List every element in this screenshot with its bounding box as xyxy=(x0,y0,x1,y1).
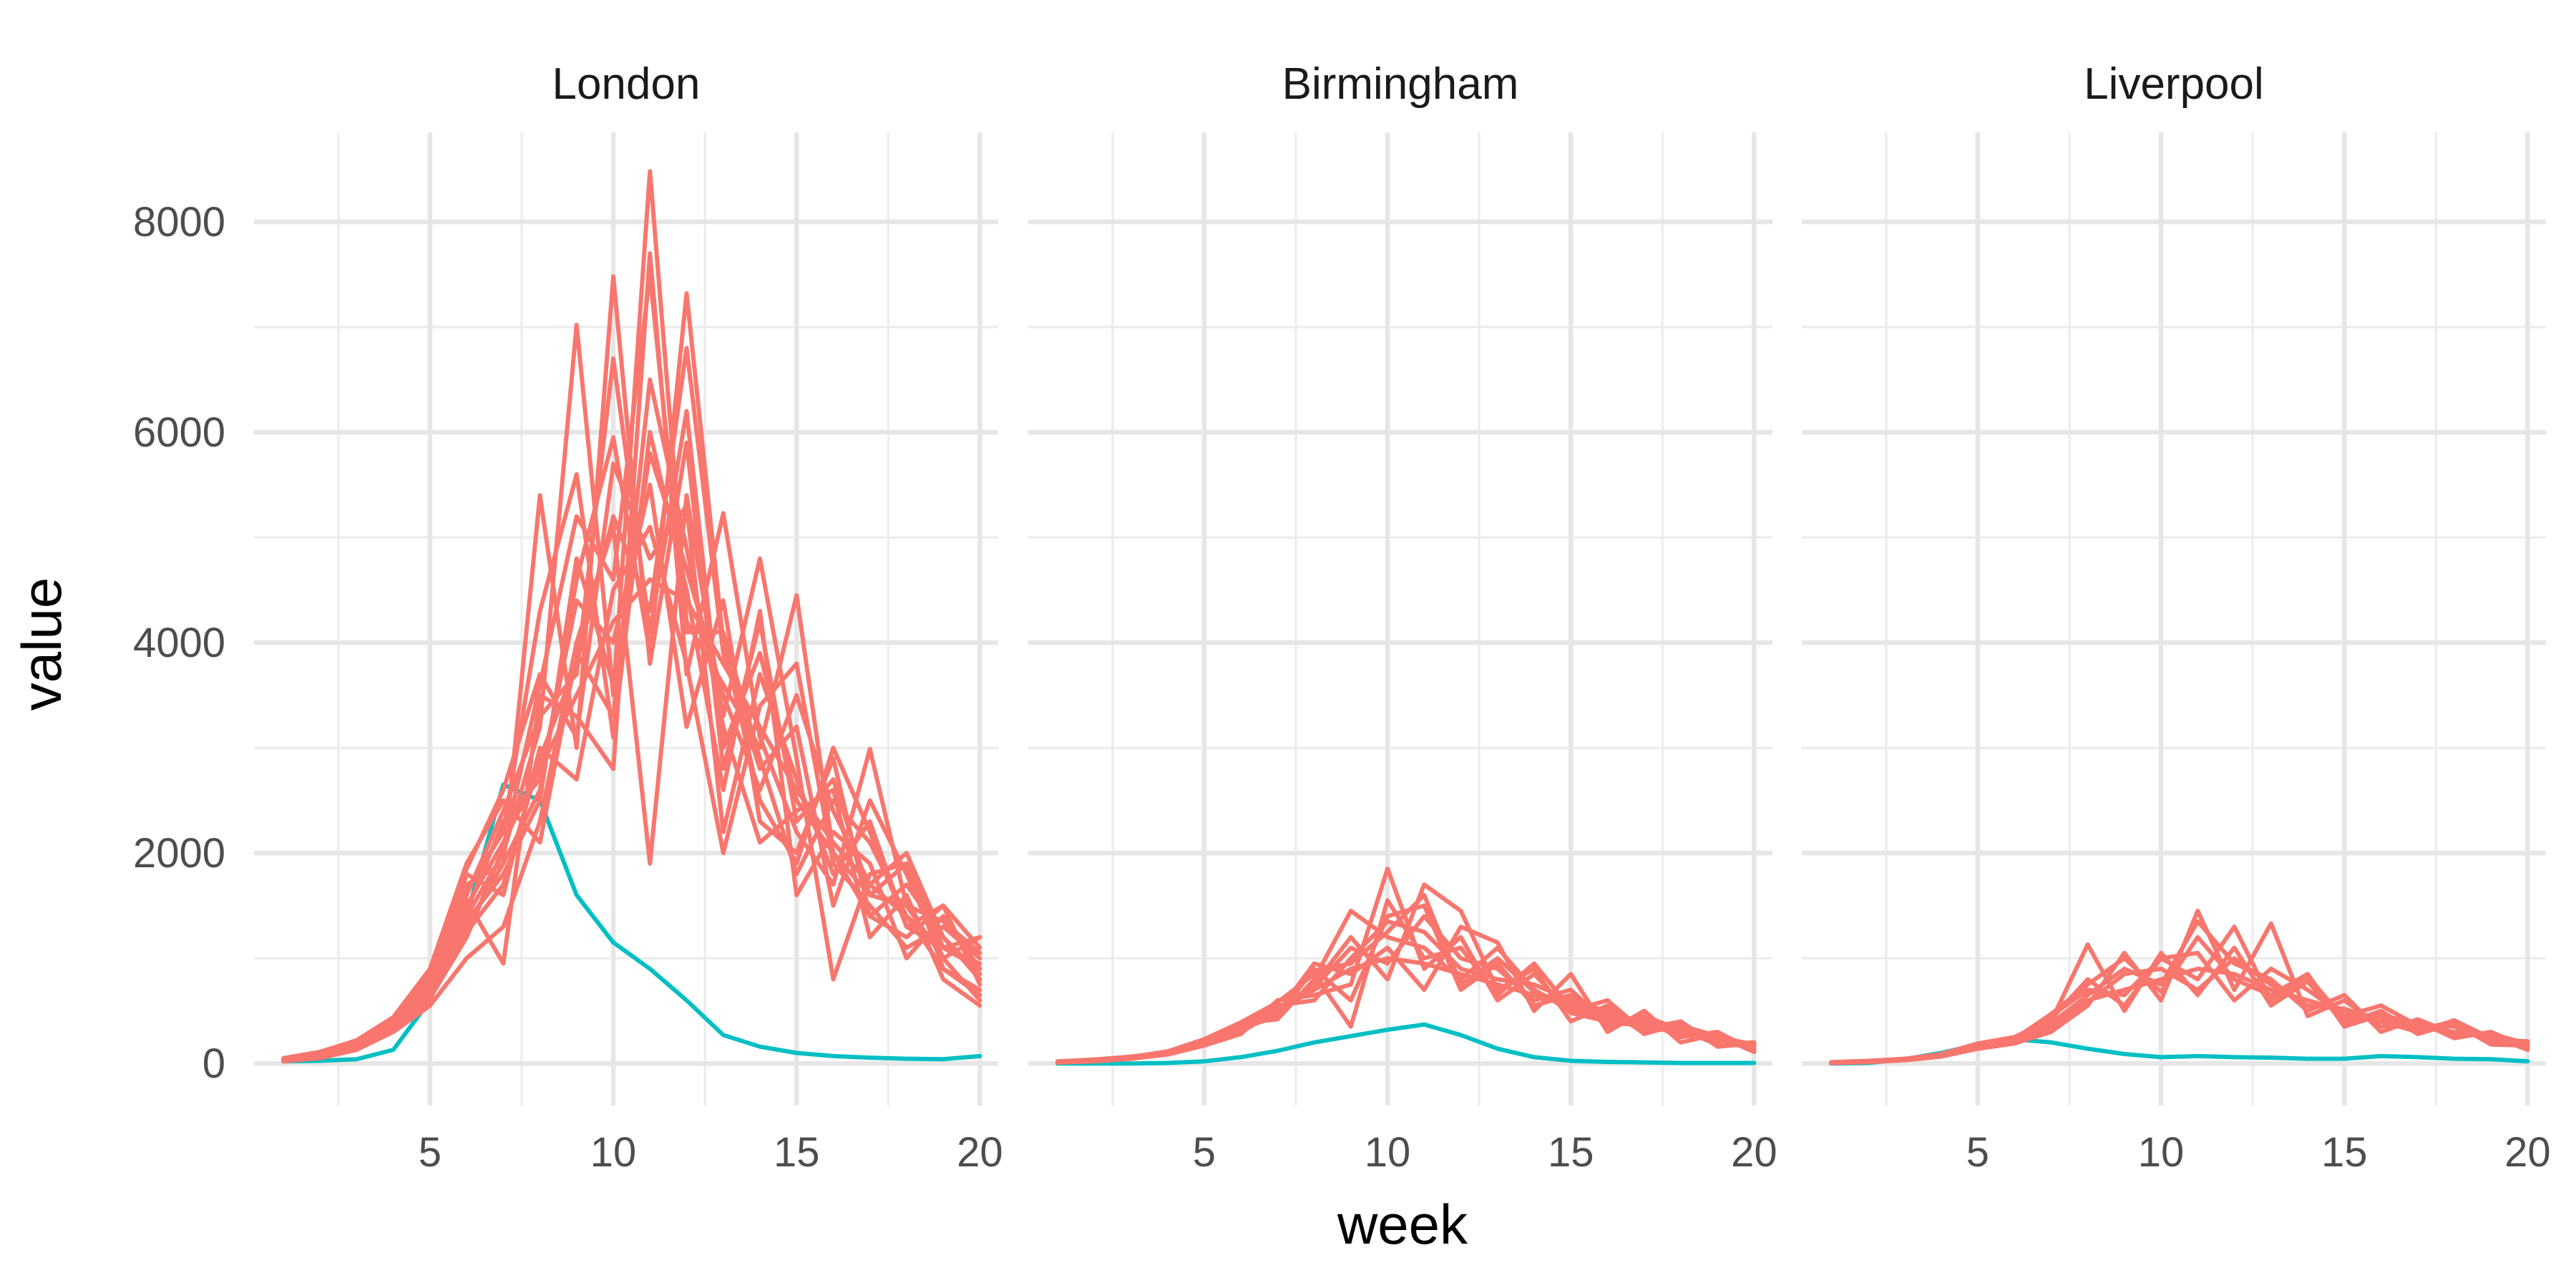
x-tick-label: 5 xyxy=(1193,1129,1216,1176)
simulation-series-line xyxy=(1829,935,2530,1065)
panel-birmingham: Birmingham 5 10 15 20 xyxy=(1028,59,1777,1176)
x-tick-label: 15 xyxy=(2321,1129,2368,1176)
panel-title: London xyxy=(552,59,701,109)
y-tick-label: 0 xyxy=(203,1040,225,1087)
observed-series-line xyxy=(1829,1037,2530,1066)
x-tick-label: 10 xyxy=(590,1129,637,1176)
y-tick-label: 6000 xyxy=(133,409,225,456)
simulation-series-line xyxy=(1829,909,2530,1065)
simulation-series-line xyxy=(1829,919,2530,1065)
simulation-series-line xyxy=(281,251,982,1061)
simulation-series-line xyxy=(281,577,982,1063)
x-tick-label: 15 xyxy=(774,1129,820,1176)
y-tick-label: 8000 xyxy=(133,199,225,245)
simulation-series-line xyxy=(281,377,982,1060)
x-tick-label: 5 xyxy=(419,1129,441,1176)
x-tick-label: 10 xyxy=(2138,1129,2185,1176)
x-axis-title: week xyxy=(1337,1193,1468,1256)
simulation-series-line xyxy=(1829,966,2530,1065)
x-tick-label: 10 xyxy=(1365,1129,1411,1176)
x-tick-label: 5 xyxy=(1966,1129,1989,1176)
x-tick-label: 20 xyxy=(2504,1129,2551,1176)
x-tick-label: 20 xyxy=(957,1129,1003,1176)
panel-liverpool: Liverpool 5 10 15 20 xyxy=(1802,59,2551,1176)
simulation-series-line xyxy=(281,525,982,1063)
simulation-series-line xyxy=(1055,914,1757,1065)
x-tick-label: 15 xyxy=(1548,1129,1594,1176)
simulation-series-line xyxy=(281,169,982,1063)
panel-title: Birmingham xyxy=(1282,59,1519,109)
simulation-series-line xyxy=(281,356,982,1062)
simulation-series-line xyxy=(1055,924,1757,1065)
observed-series-line xyxy=(1055,1022,1757,1066)
simulation-series-line xyxy=(1055,892,1757,1064)
simulation-series-line xyxy=(1829,924,2530,1065)
x-tick-label: 20 xyxy=(1731,1129,1777,1176)
y-tick-label: 4000 xyxy=(133,620,225,666)
y-axis-title: value xyxy=(10,577,73,711)
y-tick-label: 2000 xyxy=(133,830,225,877)
simulation-series-line xyxy=(281,272,982,1064)
simulation-series-line xyxy=(281,274,982,1062)
panel-london: London 5 10 15 20 xyxy=(254,59,1003,1176)
simulation-series-line xyxy=(281,451,982,1063)
panel-title: Liverpool xyxy=(2084,59,2264,109)
simulation-series-line xyxy=(1055,956,1757,1065)
observed-series-line xyxy=(281,782,982,1064)
